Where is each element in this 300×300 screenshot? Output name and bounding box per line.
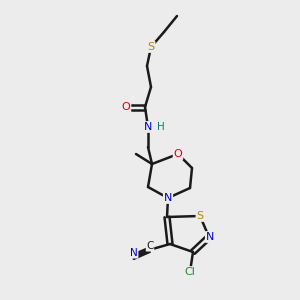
- Text: C: C: [146, 241, 154, 251]
- Text: N: N: [164, 193, 172, 203]
- Text: N: N: [144, 122, 152, 132]
- Text: N: N: [206, 232, 214, 242]
- Text: Cl: Cl: [184, 267, 195, 277]
- Text: S: S: [147, 42, 155, 52]
- Text: H: H: [157, 122, 165, 132]
- Text: O: O: [122, 102, 130, 112]
- Text: N: N: [130, 248, 138, 258]
- Text: S: S: [196, 211, 204, 221]
- Text: O: O: [174, 149, 182, 159]
